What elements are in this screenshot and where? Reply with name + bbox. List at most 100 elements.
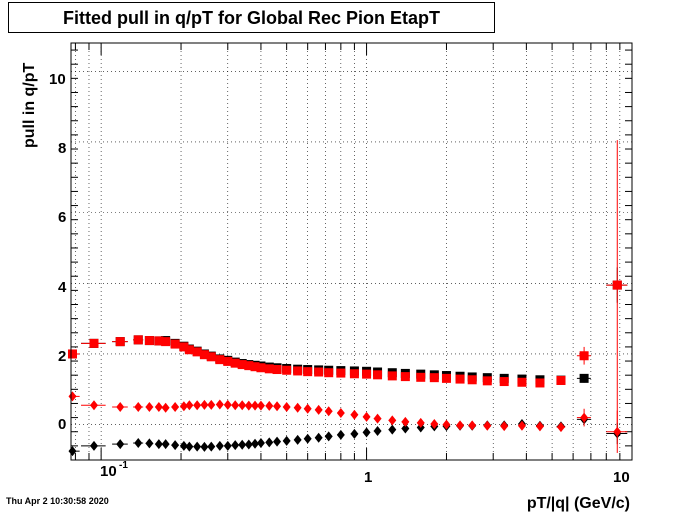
data-point-red-square	[154, 336, 164, 346]
data-point-red-diamond	[161, 402, 170, 413]
data-point-black-diamond	[200, 441, 209, 452]
data-point-black-diamond	[314, 432, 323, 443]
data-point-black-diamond	[293, 434, 302, 445]
x-axis-title: pT/|q| (GeV/c)	[527, 495, 630, 512]
data-point-red-square	[206, 352, 216, 362]
data-point-red-square	[272, 365, 282, 375]
data-point-red-square	[179, 342, 189, 352]
data-point-red-square	[256, 363, 266, 373]
data-point-red-square	[244, 361, 254, 371]
data-point-red-diamond	[535, 421, 544, 432]
data-point-black-diamond	[231, 440, 240, 451]
data-point-red-diamond	[244, 400, 253, 411]
data-point-red-square	[441, 373, 451, 383]
data-point-red-diamond	[336, 407, 345, 418]
data-point-red-diamond	[265, 400, 274, 411]
data-point-red-diamond	[500, 421, 509, 432]
data-point-black-diamond	[324, 431, 333, 442]
data-point-red-diamond	[179, 401, 188, 412]
data-point-red-diamond	[134, 401, 143, 412]
data-marks	[67, 140, 628, 457]
data-point-red-square	[67, 349, 77, 359]
y-tick-label-8: 8	[58, 140, 66, 157]
data-point-red-square	[314, 367, 324, 377]
data-point-black-diamond	[401, 423, 410, 434]
data-point-red-diamond	[145, 401, 154, 412]
data-point-red-square	[416, 372, 426, 382]
data-point-black-diamond	[179, 440, 188, 451]
data-point-red-square	[250, 362, 260, 372]
data-point-red-square	[455, 374, 465, 384]
data-point-red-diamond	[293, 402, 302, 413]
data-point-black-diamond	[171, 440, 180, 451]
data-point-black-diamond	[265, 437, 274, 448]
data-point-black-diamond	[362, 427, 371, 438]
data-point-black-diamond	[373, 426, 382, 437]
x-tick-exponent: -1	[119, 460, 128, 471]
data-point-red-diamond	[231, 400, 240, 411]
data-point-red-square	[400, 372, 410, 382]
data-point-red-diamond	[388, 415, 397, 426]
data-point-red-diamond	[350, 409, 359, 420]
x-tick-label-0.1: 10	[100, 463, 117, 480]
data-point-black-diamond	[223, 440, 232, 451]
data-point-black-diamond	[238, 439, 247, 450]
data-point-red-square	[349, 369, 359, 379]
data-point-red-square	[499, 377, 509, 387]
data-point-black-diamond	[68, 446, 77, 457]
data-point-red-diamond	[256, 400, 265, 411]
data-point-red-square	[133, 335, 143, 345]
data-point-red-square	[373, 370, 383, 380]
data-point-black-diamond	[215, 440, 224, 451]
data-point-black-diamond	[303, 433, 312, 444]
data-point-black-diamond	[134, 438, 143, 449]
timestamp-footer: Thu Apr 2 10:30:58 2020	[6, 496, 109, 506]
data-point-red-square	[237, 360, 247, 370]
chart-title-box: Fitted pull in q/pT for Global Rec Pion …	[8, 2, 495, 33]
data-point-red-square	[161, 337, 171, 347]
data-point-red-diamond	[517, 420, 526, 431]
axis-ticks	[71, 43, 633, 461]
data-point-red-diamond	[215, 399, 224, 410]
data-point-red-square	[293, 366, 303, 376]
data-point-red-square	[324, 368, 334, 378]
y-tick-label-2: 2	[58, 348, 66, 365]
y-axis-title: pull in q/pT	[21, 62, 38, 148]
data-point-black-diamond	[282, 435, 291, 446]
data-point-black-diamond	[145, 438, 154, 449]
data-point-red-diamond	[273, 401, 282, 412]
data-point-red-diamond	[185, 400, 194, 411]
y-tick-label-6: 6	[58, 209, 66, 226]
data-point-red-diamond	[314, 404, 323, 415]
data-point-red-diamond	[251, 400, 260, 411]
data-point-red-square	[429, 373, 439, 383]
data-point-red-diamond	[442, 419, 451, 430]
data-point-red-square	[579, 351, 589, 361]
data-point-red-diamond	[468, 420, 477, 431]
data-point-black-diamond	[207, 441, 216, 452]
x-tick-label-10: 10	[613, 469, 630, 486]
data-point-black-square	[579, 373, 589, 383]
data-point-red-square	[199, 350, 209, 360]
data-point-red-square	[387, 371, 397, 381]
plot-frame-fill	[71, 43, 632, 460]
data-point-red-diamond	[373, 413, 382, 424]
data-point-black-diamond	[89, 440, 98, 451]
data-point-black-diamond	[193, 441, 202, 452]
data-point-black-diamond	[256, 438, 265, 449]
data-point-red-diamond	[171, 401, 180, 412]
data-point-red-diamond	[580, 412, 589, 423]
data-point-black-diamond	[161, 439, 170, 450]
data-point-red-diamond	[483, 420, 492, 431]
data-point-black-diamond	[350, 428, 359, 439]
data-point-red-square	[215, 355, 225, 365]
data-point-red-diamond	[401, 416, 410, 427]
data-point-black-diamond	[273, 436, 282, 447]
data-point-black-diamond	[116, 439, 125, 450]
data-point-red-square	[556, 375, 566, 385]
data-point-red-diamond	[116, 401, 125, 412]
data-point-red-diamond	[613, 426, 622, 437]
data-point-red-square	[612, 280, 622, 290]
y-tick-label-0: 0	[58, 416, 66, 433]
